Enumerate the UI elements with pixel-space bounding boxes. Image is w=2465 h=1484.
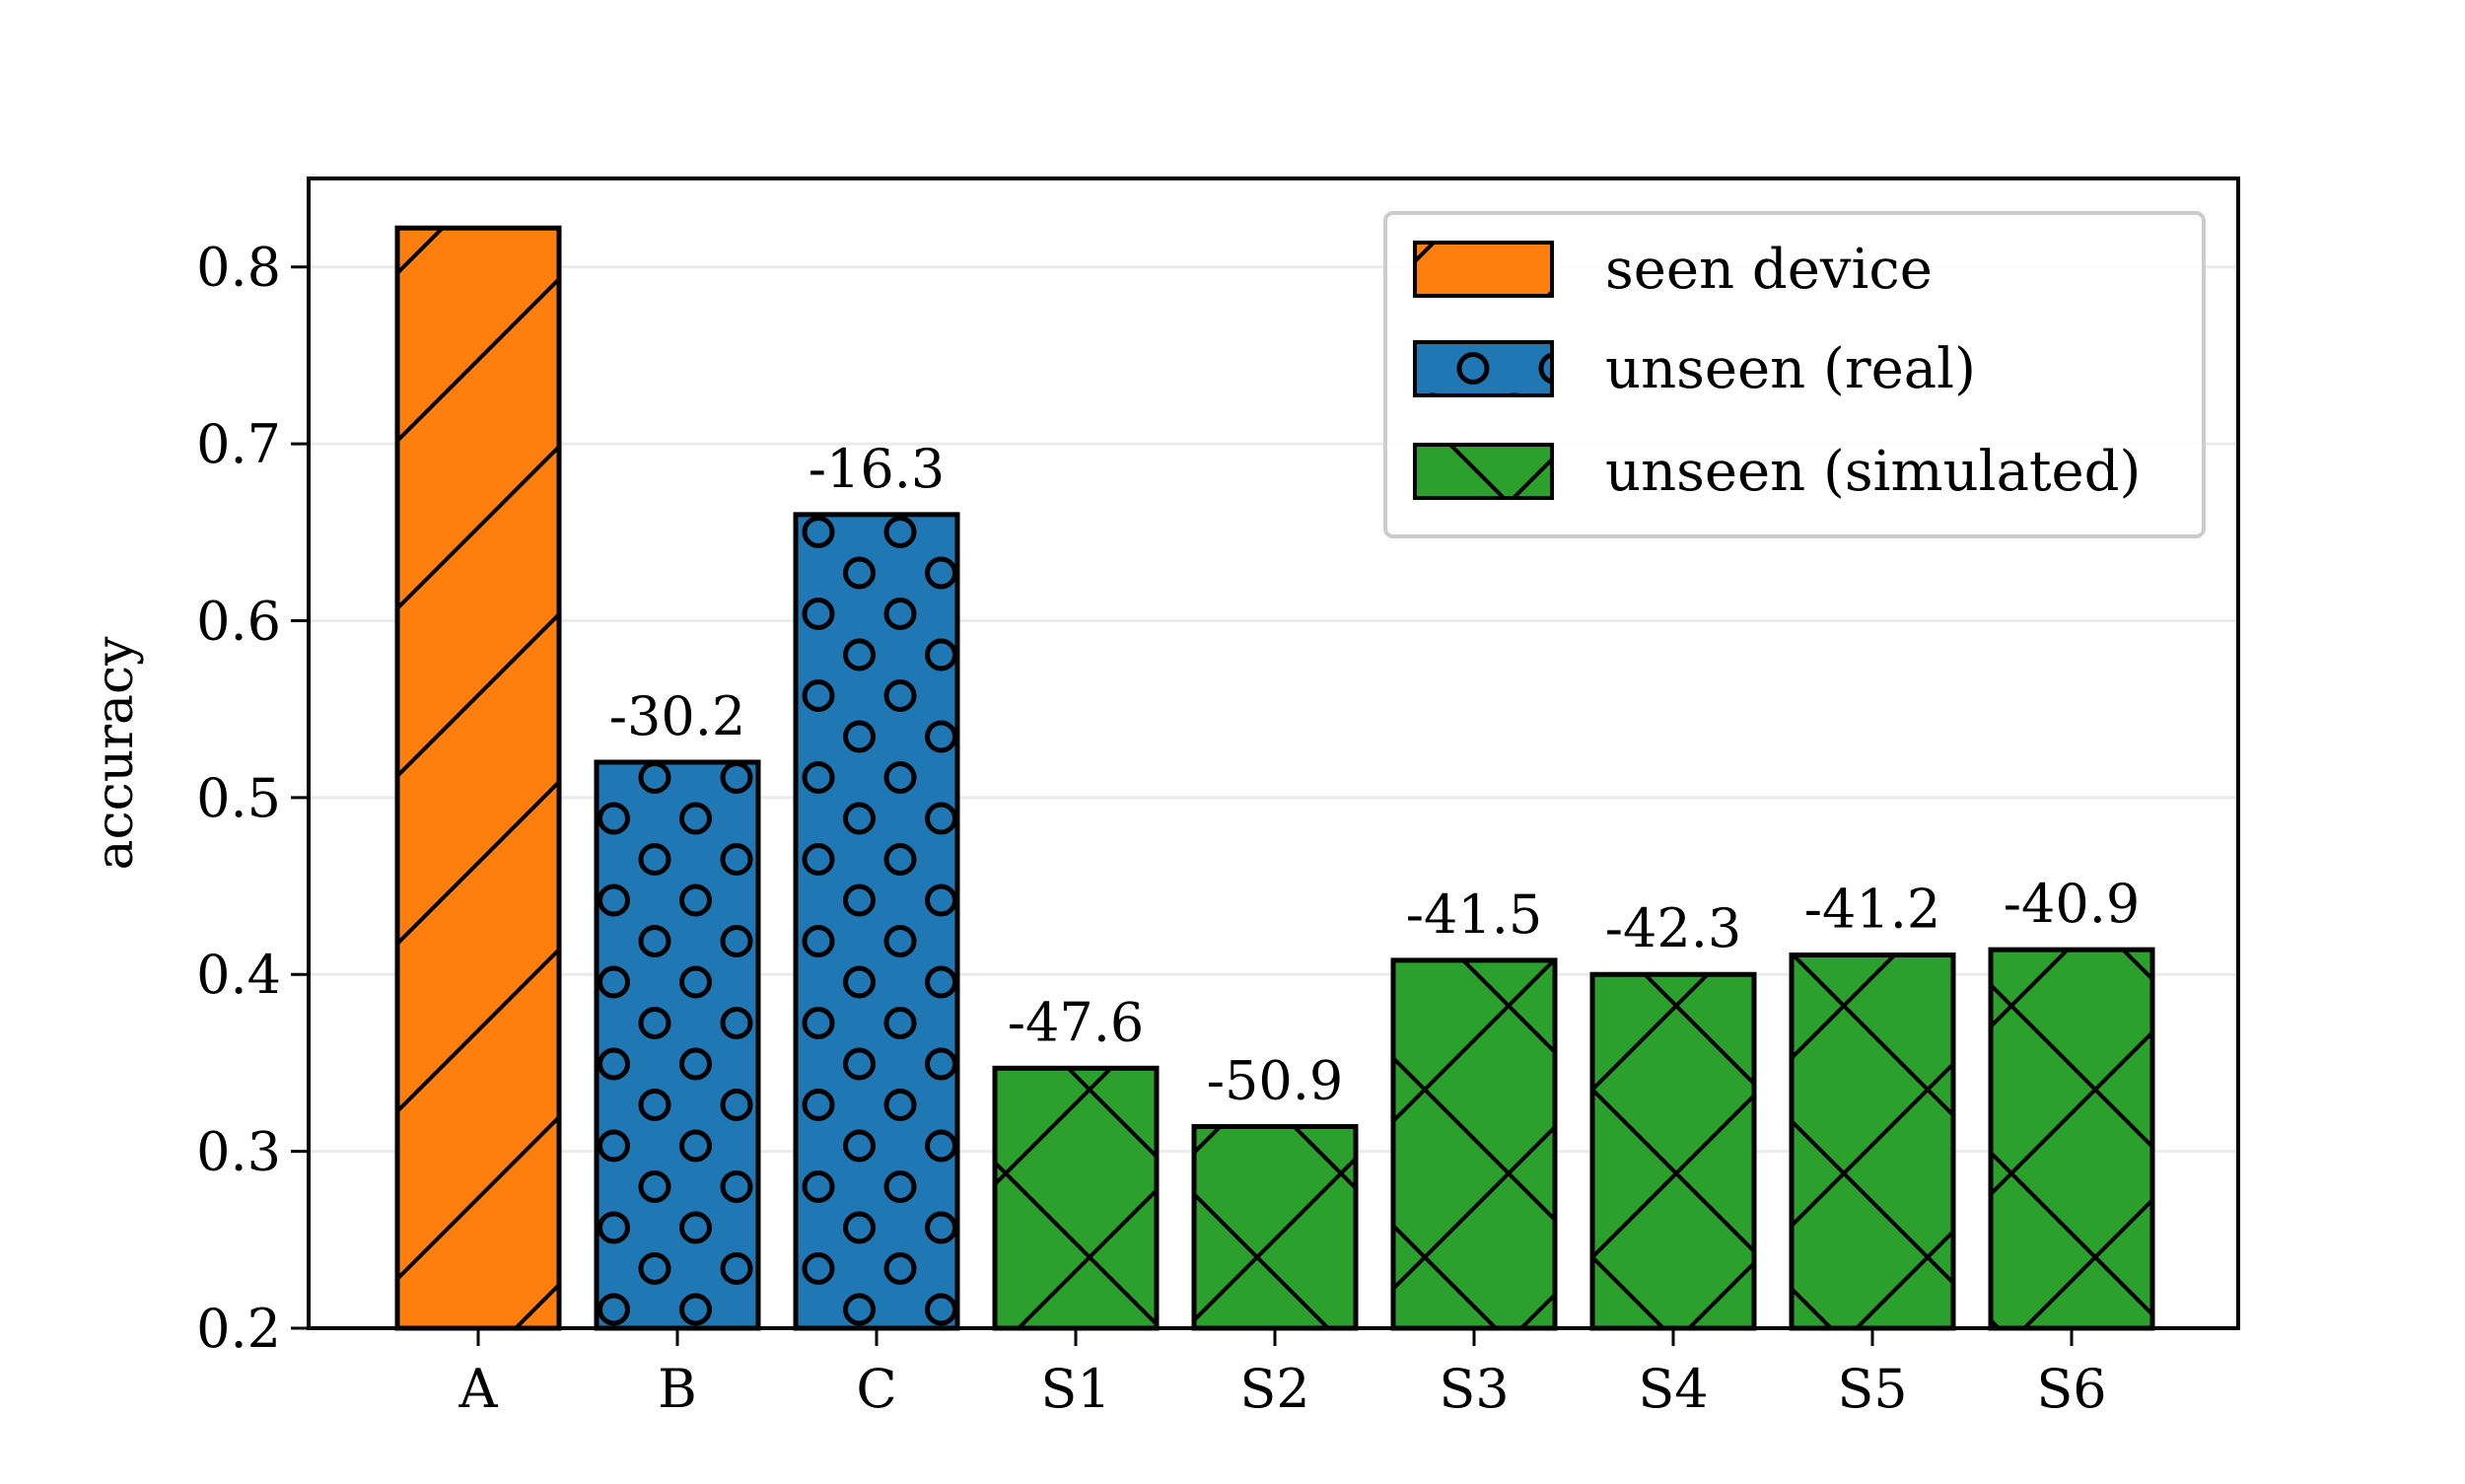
x-tick-label-B: B — [658, 1358, 697, 1420]
y-tick-label: 0.8 — [196, 237, 281, 299]
y-tick-label: 0.3 — [196, 1121, 281, 1183]
y-tick-label: 0.6 — [196, 590, 281, 652]
bar-B — [594, 759, 761, 1331]
y-tick-label: 0.4 — [196, 944, 281, 1006]
legend-swatch-sim — [1413, 443, 1554, 500]
legend-swatch-seen — [1413, 241, 1554, 298]
y-tick-label: 0.7 — [196, 413, 281, 475]
bar-S6 — [1988, 947, 2155, 1331]
legend-box — [1383, 211, 2206, 538]
data-label-S4: -42.3 — [1605, 897, 1741, 959]
y-axis: 0.2 0.3 0.4 0.5 0.6 0.7 0.8 — [196, 237, 309, 1360]
data-label-S1: -47.6 — [1008, 991, 1144, 1053]
data-label-C: -16.3 — [809, 438, 945, 500]
data-label-B: -30.2 — [609, 685, 745, 747]
data-label-S2: -50.9 — [1207, 1050, 1343, 1112]
x-tick-label-S3: S3 — [1439, 1358, 1509, 1420]
y-tick-label: 0.5 — [196, 767, 281, 829]
x-tick-label-S4: S4 — [1638, 1358, 1708, 1420]
y-tick-label: 0.2 — [196, 1298, 281, 1360]
x-tick-label-S1: S1 — [1040, 1358, 1110, 1420]
x-axis: A B C S1 S2 S3 S4 S5 S6 — [458, 1328, 2107, 1420]
x-tick-label-C: C — [856, 1358, 896, 1420]
data-labels: -30.2 -16.3 -47.6 -50.9 -41.5 -42.3 -41.2 -40.9 — [609, 438, 2140, 1112]
bars — [394, 225, 2155, 1331]
legend-label-real: unseen (real) — [1605, 337, 1976, 401]
legend-label-seen: seen device — [1605, 238, 1933, 302]
bar-S2 — [1191, 1124, 1359, 1331]
x-tick-label-A: A — [458, 1358, 499, 1420]
data-label-S5: -41.2 — [1804, 878, 1940, 940]
x-tick-label-S5: S5 — [1837, 1358, 1907, 1420]
legend: seen device unseen (real) unseen (simulate… — [1383, 211, 2206, 538]
x-tick-label-S6: S6 — [2036, 1358, 2106, 1420]
legend-swatch-real — [1413, 340, 1554, 397]
bar-S4 — [1589, 971, 1757, 1331]
legend-label-sim: unseen (simulated) — [1605, 440, 2141, 504]
bar-S5 — [1789, 952, 1956, 1331]
data-label-S3: -41.5 — [1406, 883, 1542, 946]
bar-C — [793, 512, 960, 1331]
bar-S3 — [1390, 957, 1558, 1331]
x-tick-label-S2: S2 — [1239, 1358, 1309, 1420]
data-label-S6: -40.9 — [2004, 873, 2140, 935]
bar-A — [394, 225, 562, 1331]
y-axis-label: accuracy — [86, 636, 145, 871]
bar-S1 — [992, 1065, 1160, 1331]
